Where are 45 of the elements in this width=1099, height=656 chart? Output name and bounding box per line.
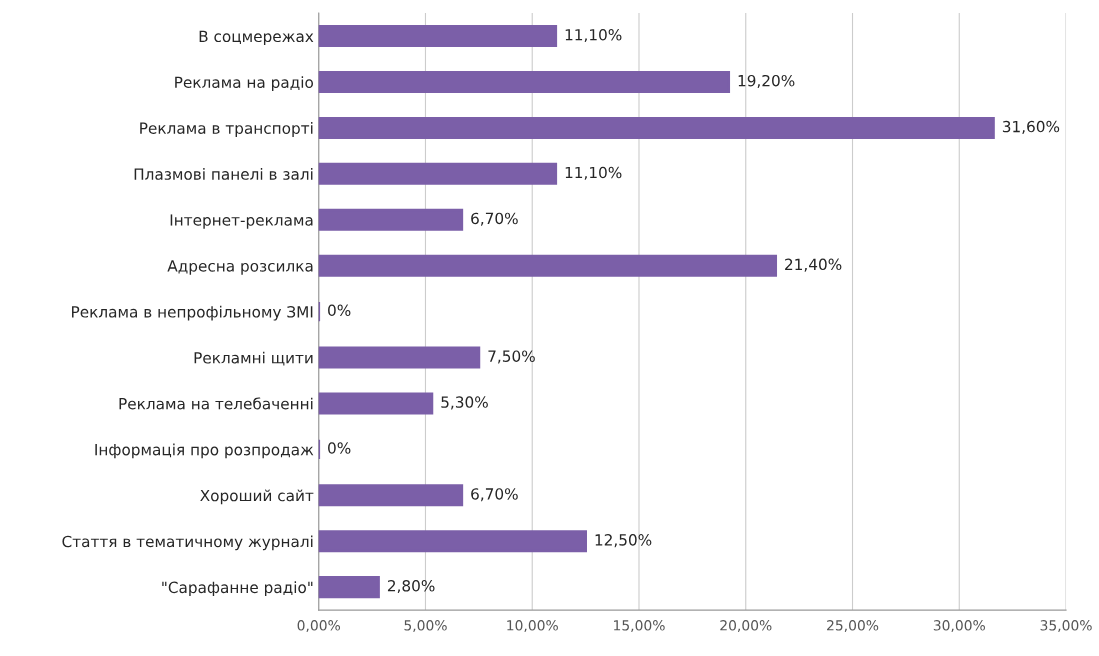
y-tick-label: Реклама в транспорті [140, 122, 313, 137]
y-tick-label: Хороший сайт [200, 489, 314, 505]
bar [318, 392, 434, 415]
data-label: 7,50% [488, 350, 535, 364]
data-label: 6,70% [471, 212, 518, 226]
bar [318, 25, 558, 48]
bar [318, 576, 380, 599]
x-tick-label: 5,00% [404, 620, 447, 632]
bar [318, 162, 558, 185]
data-label: 11,10% [565, 166, 622, 180]
data-label: 21,40% [785, 258, 842, 272]
x-tick-label: 0,00% [297, 620, 340, 632]
data-label: 19,20% [738, 74, 795, 88]
data-label: 0% [328, 442, 351, 454]
data-label: 12,50% [595, 534, 652, 548]
y-tick-label: Інформація про розпродаж [95, 443, 314, 459]
x-tick-label: 30,00% [933, 620, 985, 632]
bar [318, 116, 995, 139]
x-tick-label: 15,00% [614, 620, 665, 632]
x-tick-label: 10,00% [507, 620, 558, 632]
bar [318, 254, 778, 277]
y-tick-label: Реклама в непрофільному ЗМІ [72, 305, 313, 321]
y-tick-label: Стаття в тематичному журналі [62, 535, 313, 551]
data-label: 5,30% [441, 396, 488, 410]
bar [318, 70, 731, 94]
x-tick-label: 20,00% [720, 620, 772, 632]
y-tick-label: Реклама на телебаченні [119, 397, 313, 410]
data-label: 6,70% [471, 488, 518, 502]
bar [318, 346, 481, 369]
y-tick-label: Адресна розсилка [167, 260, 313, 275]
x-tick-label: 25,00% [827, 620, 879, 632]
y-tick-label: "Сарафанне радіо" [162, 581, 313, 597]
data-label: 11,10% [565, 28, 622, 43]
y-tick-label: В соцмережах [199, 30, 314, 46]
x-tick-label: 35,00% [1040, 620, 1092, 632]
bar [318, 208, 464, 231]
data-label: 0% [328, 304, 351, 317]
bar [318, 530, 587, 553]
bar [318, 484, 464, 507]
data-label: 2,80% [387, 580, 435, 594]
y-tick-label: Плазмові панелі в залі [134, 168, 313, 180]
y-tick-label: Інтернет-реклама [170, 214, 313, 229]
y-tick-label: Рекламні щити [194, 351, 313, 366]
data-label: 31,60% [1002, 120, 1060, 134]
y-tick-label: Реклама на радіо [175, 76, 314, 91]
